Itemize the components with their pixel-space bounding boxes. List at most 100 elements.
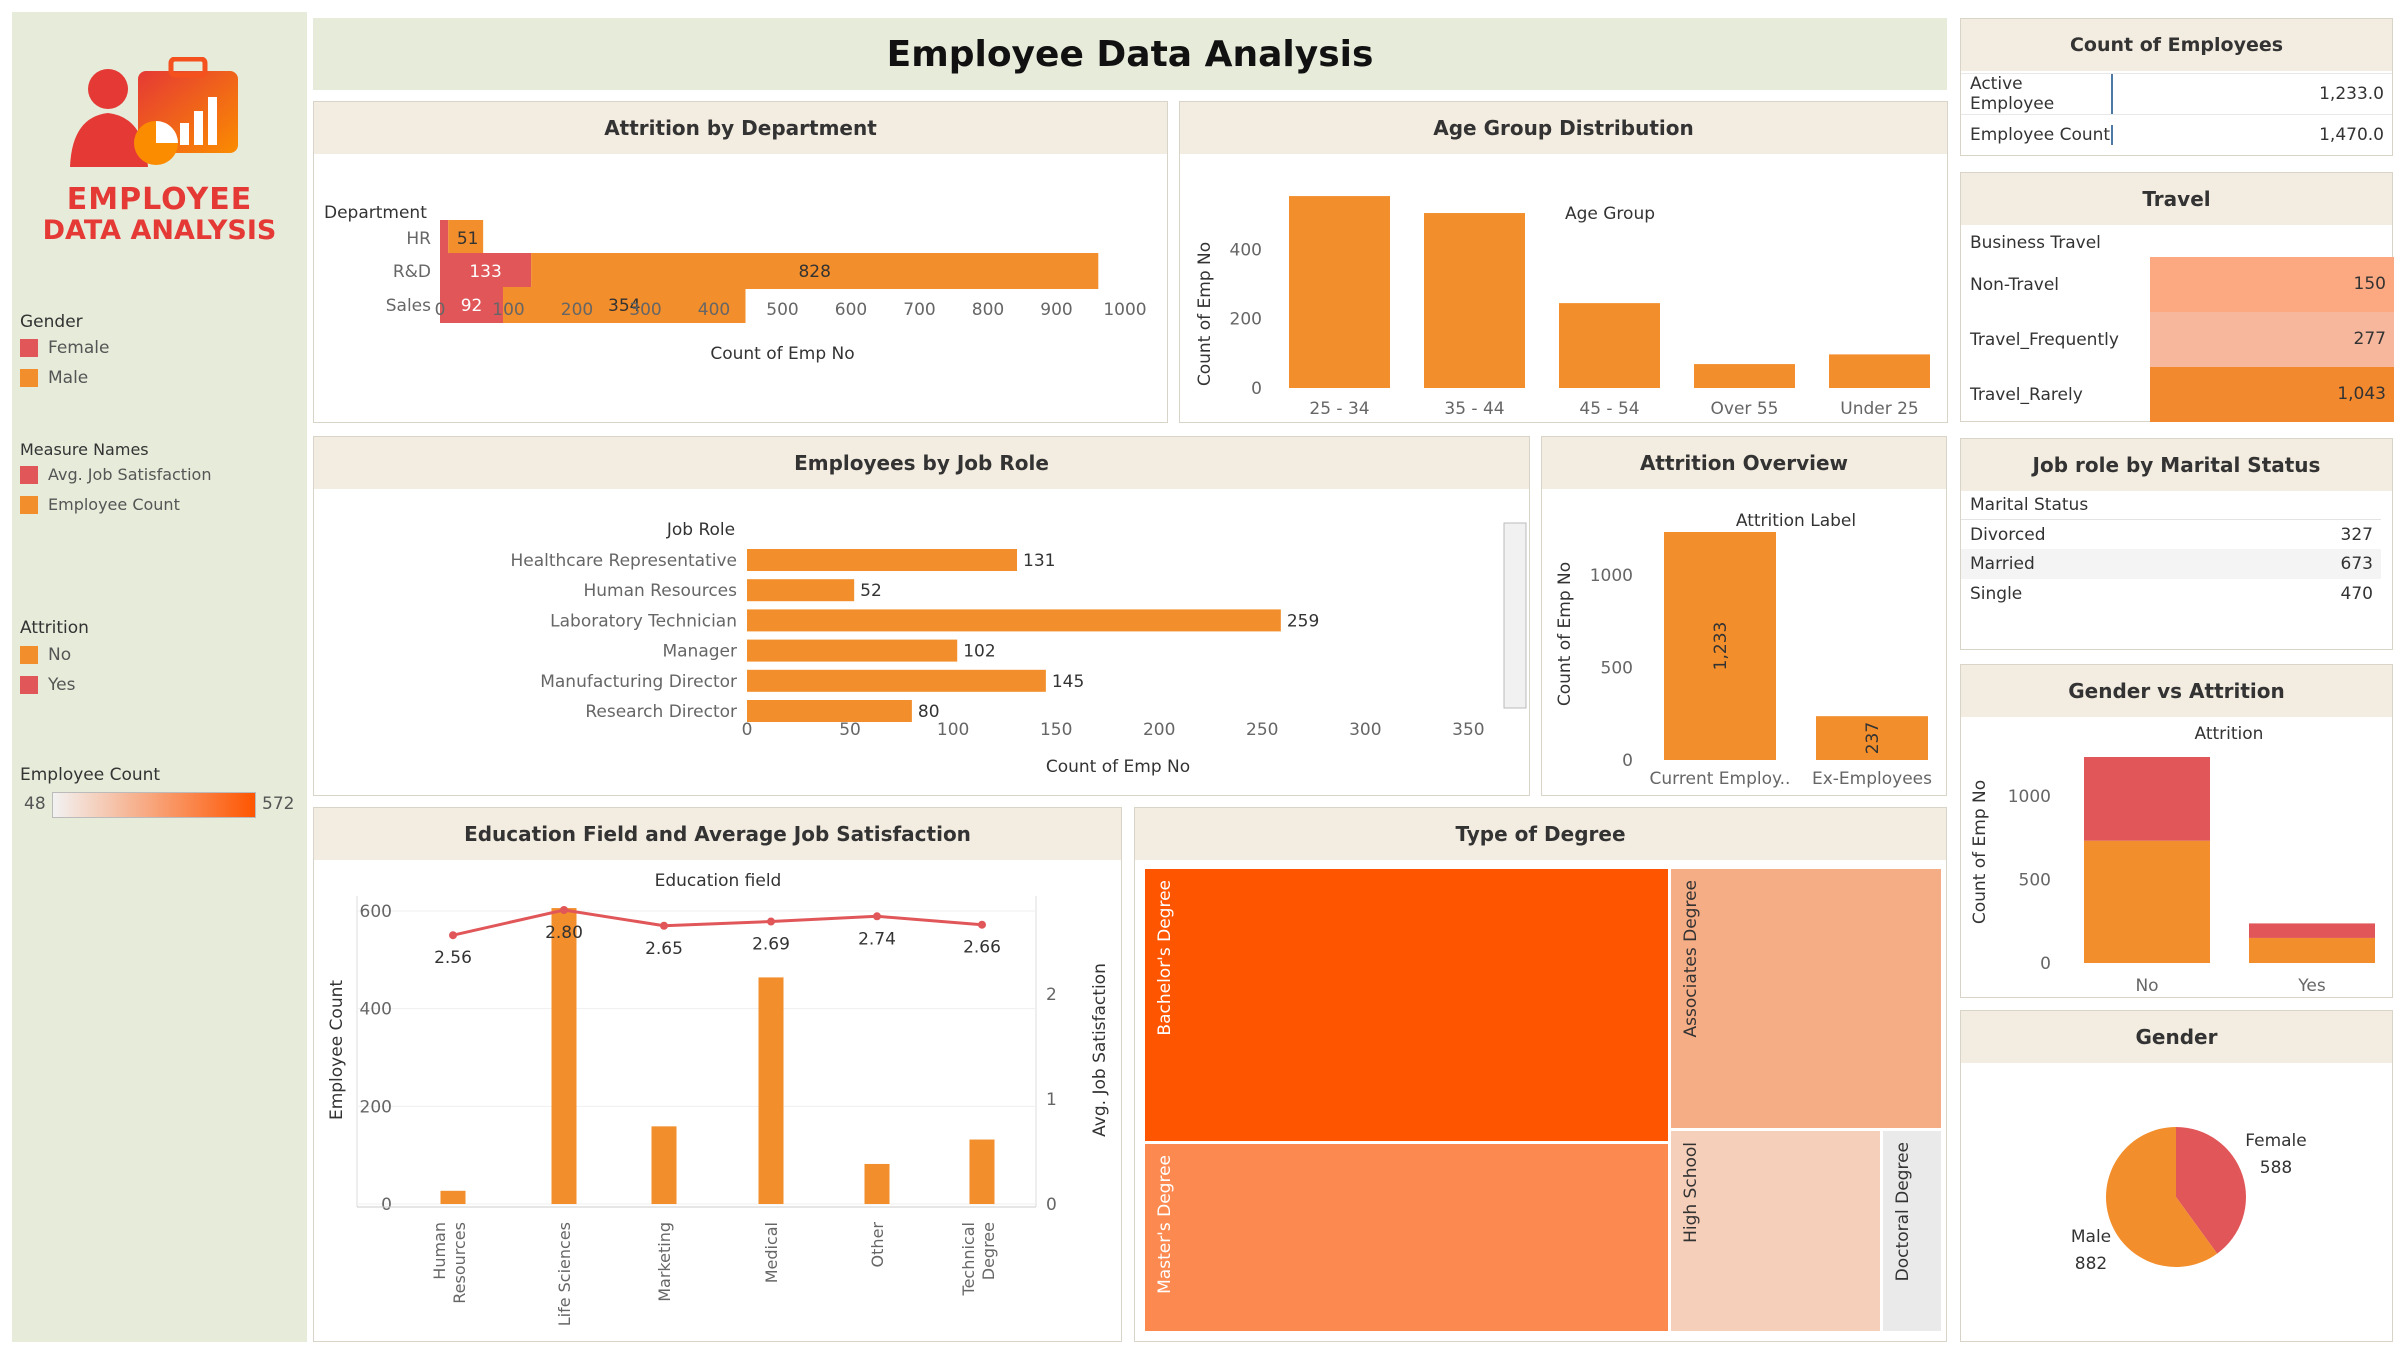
tick-label: 200 — [1230, 310, 1262, 330]
bar — [440, 1190, 466, 1204]
data-label: 2.69 — [752, 935, 790, 955]
tick-label: 0 — [2040, 954, 2051, 974]
kpi-value: 1,233.0 — [2319, 84, 2384, 104]
axis-label: Count of Emp No — [1970, 780, 1990, 924]
data-label: 51 — [457, 229, 479, 249]
legend-item-avg-job-satisfaction[interactable]: Avg. Job Satisfaction — [20, 465, 211, 484]
bar — [758, 977, 784, 1204]
category-label: Laboratory Technician — [550, 611, 737, 631]
bar — [1424, 213, 1525, 388]
marital-column-header: Marital Status — [1970, 495, 2089, 515]
tick-label: 300 — [629, 300, 661, 320]
tick-label: 1 — [1046, 1090, 1057, 1110]
travel-row-non-travel[interactable]: Non-Travel 150 — [1961, 257, 2394, 312]
bar-segment — [440, 253, 532, 289]
data-label: 131 — [1023, 551, 1055, 571]
line-series — [452, 908, 983, 937]
travel-row-travel-rarely[interactable]: Travel_Rarely 1,043 — [1961, 367, 2394, 422]
legend-item-employee-count[interactable]: Employee Count — [20, 495, 180, 514]
axis-label: Count of Emp No — [710, 344, 854, 364]
tick-label: Current Employ.. — [1650, 769, 1791, 789]
kpi-title: Count of Employees — [1961, 19, 2392, 71]
age-group-chart: Age Group Count of Emp No 0 200 400 25 - 34 35… — [1195, 196, 1930, 419]
bar — [747, 609, 1281, 632]
marital-row-single[interactable]: Single 470 — [1961, 579, 2381, 609]
travel-row-travel-frequently[interactable]: Travel_Frequently 277 — [1961, 312, 2394, 367]
gender-vs-attrition-panel: Gender vs Attrition Attrition Count of Em… — [1960, 664, 2393, 998]
marital-row-divorced[interactable]: Divorced 327 — [1961, 519, 2381, 550]
marital-value: 673 — [2340, 554, 2373, 574]
legend-label: Female — [48, 338, 110, 358]
marital-value: 470 — [2340, 584, 2373, 604]
sidebar: EMPLOYEE DATA ANALYSIS Gender Female Mal… — [12, 12, 307, 1342]
attrition-overview-chart: Attrition Label Count of Emp No 0 500 1000 1,… — [1555, 511, 1932, 789]
tick-label: 600 — [360, 902, 392, 922]
category-label: Healthcare Representative — [510, 551, 737, 571]
category-label: Manager — [662, 642, 737, 662]
tick-label: 150 — [1040, 720, 1072, 740]
legend-item-female[interactable]: Female — [20, 338, 109, 358]
gradient-max: 572 — [262, 794, 295, 814]
chart-title: Employees by Job Role — [314, 437, 1529, 489]
bar — [747, 700, 912, 722]
tick-label: 45 - 54 — [1579, 399, 1639, 419]
tick-label: 400 — [1230, 240, 1262, 260]
category-label: Research Director — [585, 702, 737, 722]
kpi-row-active: Active Employee 1,233.0 — [1961, 73, 2392, 114]
data-label: 2.74 — [858, 929, 896, 949]
education-field-chart: Education field 0 200 400 600 0 1 2 Employee Cou… — [327, 871, 1110, 1326]
tick-label: 2 — [1046, 985, 1057, 1005]
tick-label: Under 25 — [1840, 399, 1919, 419]
axis-label: Count of Emp No — [1555, 562, 1575, 706]
axis-label: Employee Count — [327, 980, 347, 1120]
tick-label: Resources — [450, 1222, 469, 1304]
marital-row-married[interactable]: Married 673 — [1961, 549, 2381, 579]
data-label: 52 — [860, 581, 882, 601]
axis-header: Attrition — [2195, 724, 2264, 744]
data-label: 2.66 — [963, 938, 1001, 958]
chart-title: Attrition by Department — [314, 102, 1167, 154]
data-label: 1,233 — [1711, 622, 1731, 671]
tick-label: 400 — [698, 300, 730, 320]
marital-title: Job role by Marital Status — [1961, 439, 2392, 491]
tick-label: 100 — [937, 720, 969, 740]
category-label: R&D — [393, 262, 431, 282]
pie-value: 882 — [2075, 1254, 2107, 1274]
employee-count-gradient — [52, 792, 256, 818]
bar — [1816, 716, 1928, 760]
employee-count-legend-title: Employee Count — [20, 765, 161, 785]
bar-segment — [448, 220, 484, 256]
tick-label: 0 — [1046, 1195, 1057, 1215]
axis-header: Age Group — [1565, 204, 1655, 224]
job-role-panel: Employees by Job Role Job Role Healthcare… — [313, 436, 1530, 796]
category-label: HR — [406, 229, 431, 249]
tick-label: 100 — [492, 300, 524, 320]
legend-item-male[interactable]: Male — [20, 368, 88, 388]
tick-label: 0 — [742, 720, 753, 740]
line-point — [978, 920, 986, 929]
pie-label: Female — [2245, 1131, 2306, 1151]
data-label: 259 — [1287, 611, 1319, 631]
kpi-panel: Count of Employees Active Employee 1,233… — [1960, 18, 2393, 156]
bar — [651, 1126, 677, 1204]
data-label: 2.56 — [434, 948, 472, 968]
attrition-overview-panel: Attrition Overview Attrition Label Count … — [1541, 436, 1947, 796]
attrition-legend-title: Attrition — [20, 618, 89, 638]
employee-chart-briefcase-icon — [70, 57, 238, 167]
marital-value: 327 — [2340, 525, 2373, 545]
bar — [1289, 196, 1390, 388]
bar — [1694, 364, 1795, 388]
kpi-label: Employee Count — [1961, 125, 2113, 145]
legend-item-no[interactable]: No — [20, 645, 71, 665]
legend-item-yes[interactable]: Yes — [20, 675, 75, 695]
chart-title: Gender vs Attrition — [1961, 665, 2392, 717]
treemap-label: Doctoral Degree — [1893, 1142, 1913, 1281]
pie-label: Male — [2071, 1227, 2111, 1247]
tick-label: 200 — [1143, 720, 1175, 740]
pie-slice — [2176, 1127, 2246, 1254]
tick-label: 350 — [1452, 720, 1484, 740]
travel-panel: Travel Business Travel Non-Travel 150 Tr… — [1960, 172, 2394, 422]
chart-title: Age Group Distribution — [1180, 102, 1947, 154]
tick-label: 0 — [1251, 379, 1262, 399]
bar-segment — [2249, 937, 2375, 963]
